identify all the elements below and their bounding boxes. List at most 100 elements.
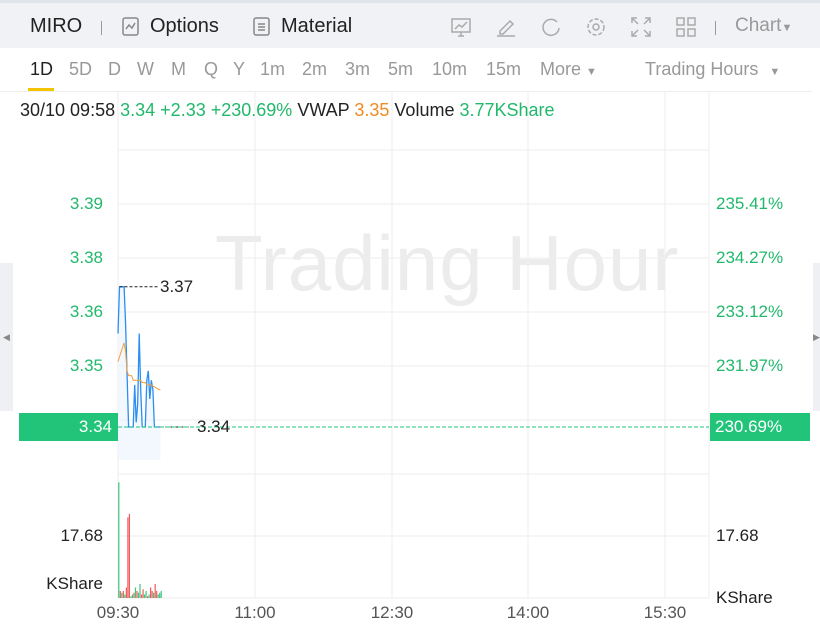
chart-type-dropdown[interactable]: Chart▼ (735, 15, 792, 37)
volume-bar (146, 596, 149, 598)
time-axis-label: 11:00 (234, 603, 276, 622)
left-collapse-handle[interactable]: ◀ (0, 263, 13, 411)
toolbar: MIRO Options Material Chart▼ (0, 0, 820, 48)
tab-more[interactable]: More ▼ (540, 59, 597, 80)
price-line (117, 286, 161, 428)
quote-time: 30/10 09:58 (20, 100, 116, 120)
quote-change: +2.33 (160, 100, 206, 120)
volume-bar (127, 517, 129, 598)
volume-value: 3.77KShare (459, 100, 555, 120)
chart-type-label: Chart (735, 15, 782, 36)
time-axis-label: 12:30 (370, 603, 414, 622)
volume-bar (143, 594, 146, 598)
volume-bar (133, 592, 135, 598)
tab-5m[interactable]: 5m (388, 59, 414, 79)
tab-m[interactable]: M (171, 59, 186, 79)
volume-axis-label: 17.68 (60, 526, 103, 545)
fullscreen-icon[interactable] (630, 16, 652, 38)
symbol-title: MIRO (30, 15, 83, 37)
price-axis-label: 3.38 (69, 248, 103, 267)
refresh-icon[interactable] (540, 16, 562, 38)
price-axis-label: 3.39 (69, 194, 103, 213)
volume-bar (139, 583, 141, 598)
divider (101, 21, 102, 35)
volume-bar (157, 594, 159, 598)
caret-down-icon: ▼ (781, 22, 793, 34)
pct-axis-label: 231.97% (716, 356, 784, 375)
volume-bar (122, 590, 124, 598)
price-axis-label: 3.36 (69, 302, 103, 321)
volume-bar (124, 594, 126, 598)
tab-2m[interactable]: 2m (302, 59, 328, 79)
volume-bar (130, 596, 132, 598)
tab-y[interactable]: Y (233, 59, 246, 79)
tab-1m[interactable]: 1m (260, 59, 286, 79)
caret-down-icon: ▼ (769, 66, 781, 78)
volume-bar (148, 594, 150, 598)
volume-bar (142, 589, 144, 598)
volume-bar (151, 590, 153, 598)
volume-bar (145, 590, 147, 598)
volume-bar (156, 590, 158, 598)
session-label: Trading Hours (645, 59, 759, 79)
quote-info: 30/10 09:58 3.34 +2.33 +230.69% VWAP 3.3… (20, 100, 555, 121)
divider (715, 21, 716, 35)
tab-1d[interactable]: 1D (30, 59, 54, 79)
quote-price: 3.34 (120, 100, 156, 120)
caret-down-icon: ▼ (586, 66, 597, 78)
volume-bar (153, 592, 155, 598)
volume-bar (118, 482, 120, 598)
watermark: Trading Hour (215, 219, 680, 307)
tab-5d[interactable]: 5D (69, 59, 93, 79)
quote-pct: +230.69% (210, 100, 293, 120)
tab-label: More (540, 59, 582, 79)
high-price-label: 3.37 (160, 276, 194, 296)
volume-bar (154, 583, 156, 598)
volume-bar (121, 592, 123, 598)
volume-bar (136, 590, 138, 598)
session-dropdown[interactable]: Trading Hours ▼ (645, 59, 780, 80)
tab-d[interactable]: D (108, 59, 121, 79)
indicator-icon[interactable] (450, 16, 472, 38)
tab-10m[interactable]: 10m (432, 59, 468, 79)
volume-bar (159, 592, 161, 598)
time-axis-label: 15:30 (643, 603, 687, 622)
volume-bar (128, 513, 131, 598)
pct-axis-label: 234.27% (716, 248, 784, 267)
volume-unit-label: KShare (46, 574, 103, 593)
tab-15m[interactable]: 15m (486, 59, 522, 79)
pct-axis-label: 235.41% (716, 194, 784, 213)
last-price-label: 3.34 (197, 417, 231, 436)
vwap-line (117, 342, 161, 391)
period-tabs: Trading Hours ▼ 1D 5D D W M Q Y 1m 2m 3m 5m 10m 15m M… (0, 48, 812, 92)
price-area (118, 286, 161, 460)
tab-3m[interactable]: 3m (345, 59, 371, 79)
draw-icon[interactable] (495, 16, 517, 38)
settings-icon[interactable] (585, 16, 607, 38)
pct-axis-label: 233.12% (716, 302, 784, 321)
volume-bar (131, 594, 134, 598)
current-pct-tag: 230.69% (710, 413, 810, 441)
vwap-value: 3.35 (354, 100, 390, 120)
time-axis-label: 14:00 (506, 603, 550, 622)
volume-bar (137, 592, 140, 598)
tab-q[interactable]: Q (204, 59, 219, 79)
volume-bar (160, 590, 162, 598)
material-button[interactable]: Material (281, 15, 353, 37)
volume-bar (150, 587, 152, 598)
options-icon (122, 17, 139, 36)
options-button[interactable]: Options (150, 15, 219, 37)
right-collapse-handle[interactable]: ▶ (813, 263, 820, 411)
layout-icon[interactable] (675, 16, 697, 38)
volume-bar (125, 587, 127, 598)
time-axis-label: 09:30 (96, 603, 140, 622)
vwap-label: VWAP (297, 100, 350, 120)
volume-bar (140, 594, 143, 598)
tab-w[interactable]: W (137, 59, 154, 79)
volume-label: Volume (394, 100, 455, 120)
price-axis-label: 3.35 (69, 356, 103, 375)
material-icon (253, 17, 270, 36)
current-price-tag: 3.34 (19, 413, 118, 441)
volume-bar (119, 590, 121, 598)
